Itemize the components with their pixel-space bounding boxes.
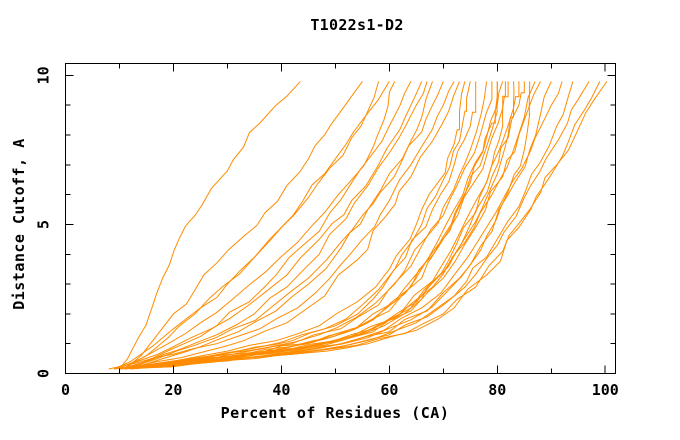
curve-line xyxy=(119,81,536,370)
curve-line xyxy=(113,81,423,370)
curves-layer xyxy=(108,81,608,370)
curve-line xyxy=(130,81,444,368)
curve-line xyxy=(119,81,301,370)
curve-line xyxy=(130,81,520,369)
x-tick-label: 40 xyxy=(272,381,290,399)
curve-line xyxy=(135,81,498,368)
curve-line xyxy=(135,81,590,370)
curve-line xyxy=(135,81,541,369)
y-axis-label: Distance Cutoff, A xyxy=(10,138,28,310)
tick-labels-layer: 0 20 40 60 80 100 0 5 10 xyxy=(34,66,619,399)
x-tick-label: 60 xyxy=(380,381,398,399)
plot-frame xyxy=(65,63,616,374)
curve-line xyxy=(135,81,433,368)
x-tick-label: 20 xyxy=(164,381,182,399)
y-tick-label: 10 xyxy=(34,66,52,84)
curve-line xyxy=(108,81,455,370)
x-axis-label: Percent of Residues (CA) xyxy=(221,404,450,422)
curve-line xyxy=(135,81,466,368)
curve-line xyxy=(114,81,487,370)
curve-line xyxy=(119,81,493,370)
y-tick-label: 0 xyxy=(34,369,52,378)
x-tick-label: 100 xyxy=(592,381,619,399)
curve-line xyxy=(141,81,477,368)
y-tick-label: 5 xyxy=(34,220,52,229)
curve-line xyxy=(119,81,515,370)
ticks-layer xyxy=(65,63,616,374)
curve-line xyxy=(119,81,396,369)
x-tick-label: 0 xyxy=(61,381,70,399)
curve-line xyxy=(113,81,390,370)
curve-line xyxy=(124,81,363,370)
curve-line xyxy=(130,81,412,368)
curve-line xyxy=(146,81,504,368)
curve-line xyxy=(141,81,531,369)
chart-title: T1022s1-D2 xyxy=(310,16,403,34)
curve-line xyxy=(141,81,608,369)
curve-line xyxy=(146,81,563,368)
curve-line xyxy=(124,81,460,370)
curve-line xyxy=(124,81,574,370)
curve-line xyxy=(119,81,428,370)
x-tick-label: 80 xyxy=(488,381,506,399)
